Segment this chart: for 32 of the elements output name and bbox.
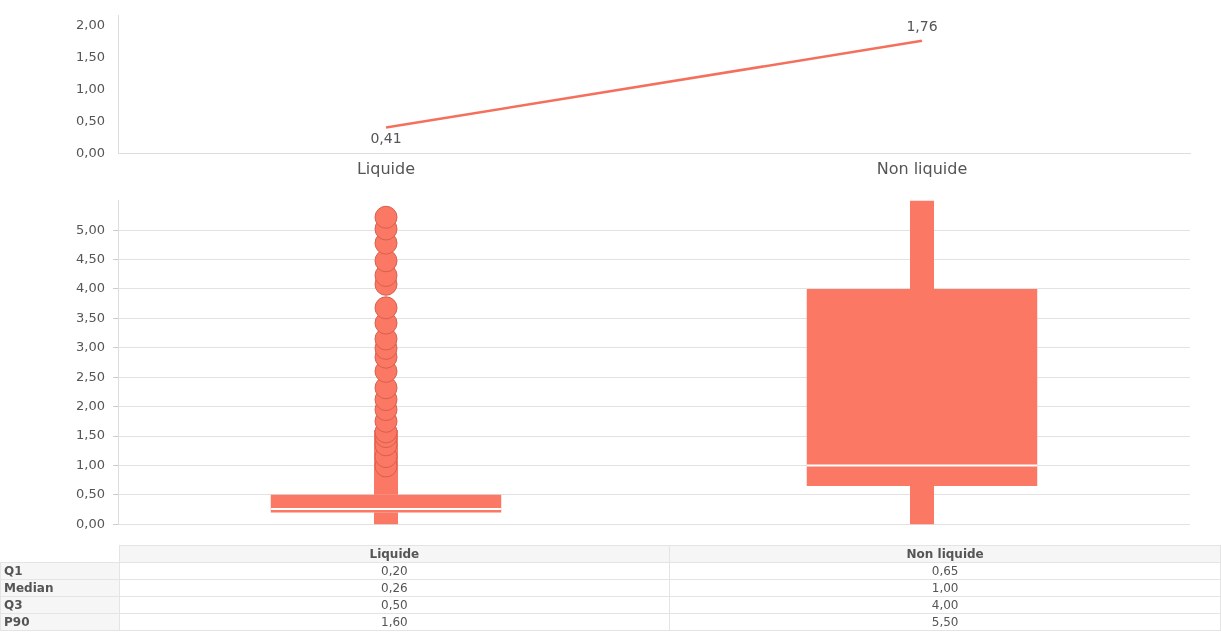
category-label: Q1	[4, 564, 23, 578]
text: 1,00	[931, 581, 959, 595]
text: 0,26	[381, 581, 408, 595]
y-tick-label: 1,00	[76, 456, 105, 472]
category-label: Q3	[4, 598, 23, 612]
y-tick-label: 4,00	[76, 280, 105, 296]
y-tick-label: 0,00	[76, 145, 105, 161]
y-tick-label: 2,00	[76, 397, 105, 413]
y-tick-label: 0,00	[76, 515, 105, 531]
data-label: 0,41	[370, 130, 402, 147]
y-tick-label: 1,50	[76, 48, 105, 64]
text: 0,20	[381, 564, 408, 578]
y-tick-label: 0,50	[76, 486, 105, 502]
category-label: Median	[4, 581, 54, 595]
y-tick-label: 4,50	[76, 250, 105, 266]
y-tick-label: 3,00	[76, 339, 105, 355]
text: 0,50	[381, 598, 408, 612]
text: 0,65	[931, 564, 959, 578]
text: 5,50	[931, 615, 959, 629]
y-tick-label: 3,50	[76, 309, 105, 325]
category-label: P90	[4, 615, 30, 629]
text: 1,60	[381, 615, 408, 629]
y-tick-label: 1,00	[76, 80, 105, 96]
y-tick-label: 2,00	[76, 16, 105, 32]
category-label: Non liquide	[669, 545, 1221, 563]
data-label: 1,76	[906, 18, 938, 35]
y-tick-label: 2,50	[76, 368, 105, 384]
category-label: Liquide	[119, 545, 670, 563]
y-tick-label: 5,00	[76, 221, 105, 237]
y-tick-label: 1,50	[76, 427, 105, 443]
y-tick-label: 0,50	[76, 113, 105, 129]
text: 4,00	[931, 598, 959, 612]
